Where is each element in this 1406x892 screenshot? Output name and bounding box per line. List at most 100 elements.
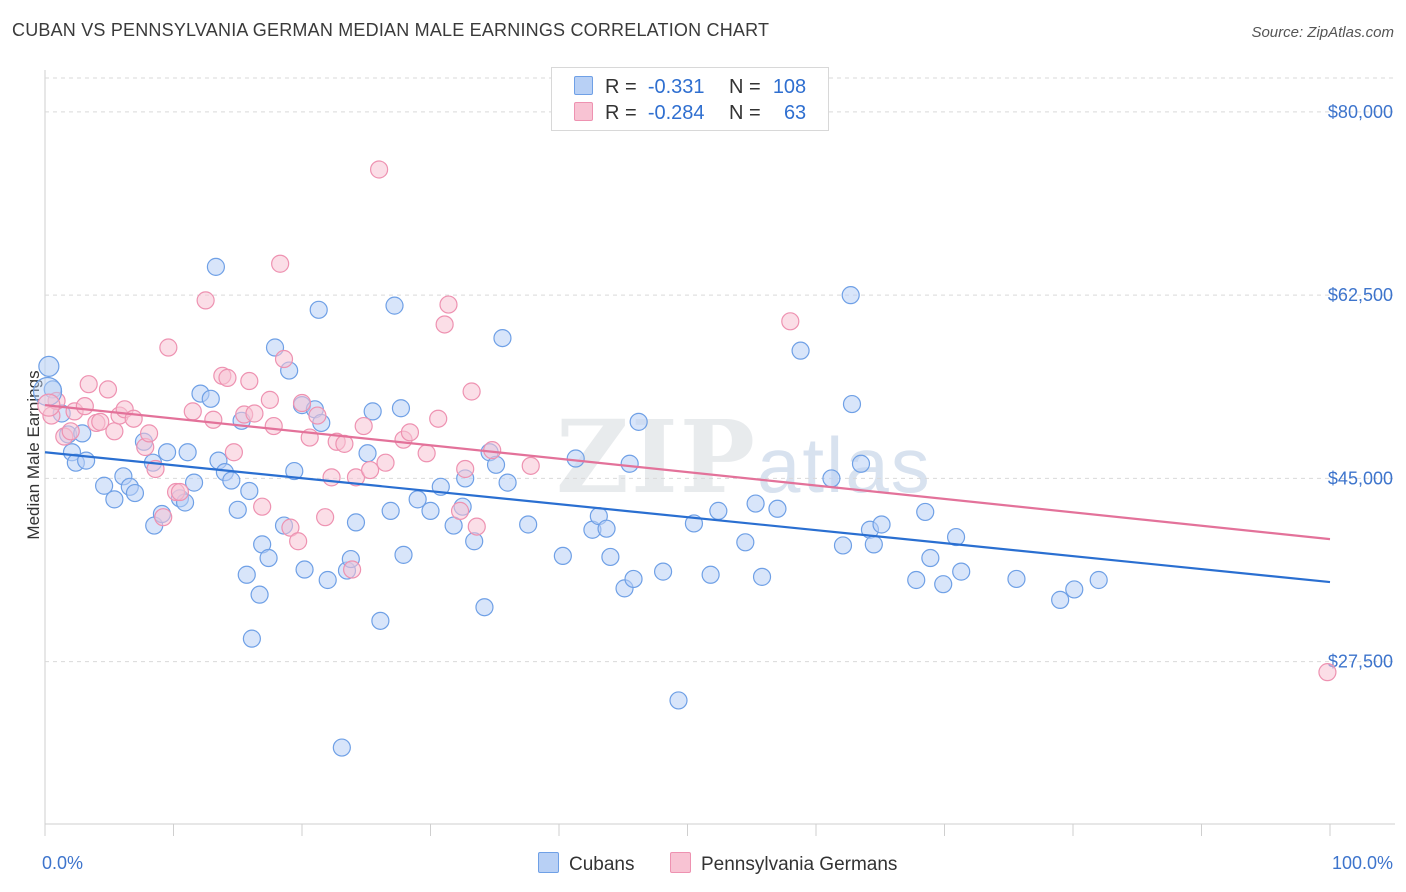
cubans-point — [1051, 590, 1070, 609]
y-tick-label: $27,500 — [1328, 652, 1393, 672]
pennsylvania-germans-point — [781, 312, 800, 331]
cubans-point — [371, 611, 390, 630]
legend-n-value: 63 — [783, 102, 807, 124]
cubans-point — [38, 355, 60, 377]
pennsylvania-germans-point — [264, 416, 283, 436]
cubans-point — [833, 536, 853, 555]
cubans-point — [791, 341, 810, 360]
pennsylvania-germans-point — [154, 508, 173, 527]
cubans-point — [184, 473, 204, 492]
pennsylvania-germans-point — [271, 254, 290, 273]
chart-title: CUBAN VS PENNSYLVANIA GERMAN MEDIAN MALE… — [12, 20, 770, 40]
pennsylvania-germans-point — [400, 423, 420, 442]
cubans-point — [391, 399, 411, 418]
pennsylvania-germans-point — [91, 412, 110, 431]
y-tick-label: $80,000 — [1328, 102, 1393, 122]
pennsylvania-germans-point — [105, 422, 124, 441]
cubans-point — [222, 471, 241, 490]
cubans-point — [597, 519, 616, 538]
pennsylvania-germans-point — [139, 424, 159, 443]
cubans-point — [907, 570, 926, 590]
cubans-point — [285, 461, 304, 481]
pennsylvania-germans-point — [98, 380, 118, 399]
x-tick-label: 0.0% — [42, 853, 83, 873]
pennsylvania-germans-trend-line — [44, 404, 1331, 541]
legend-n-label: N = — [728, 76, 761, 98]
pennsylvania-germans-point — [240, 371, 259, 391]
cubans-point — [601, 547, 620, 567]
pennsylvania-germans-point — [218, 368, 237, 387]
cubans-point — [206, 257, 226, 276]
pennsylvania-germans-point — [322, 468, 341, 487]
y-tick-label: $45,000 — [1328, 468, 1393, 488]
pennsylvania-germans-point — [281, 518, 300, 537]
pennsylvania-germans-point — [79, 375, 98, 394]
cubans-point — [381, 501, 400, 520]
pennsylvania-germans-point — [260, 390, 279, 409]
watermark: ZIPatlas — [556, 398, 932, 516]
pennsylvania-germans-point — [183, 402, 202, 421]
cubans-swatch — [538, 852, 559, 873]
pennsylvania-germans-point — [521, 456, 540, 475]
pennsylvania-germans-point — [417, 444, 436, 463]
cubans-point — [842, 394, 862, 414]
cubans-point — [519, 515, 538, 534]
bottom-legend-label: Cubans — [569, 854, 635, 875]
cubans-point — [916, 502, 935, 522]
pennsylvania-germans-point — [450, 501, 470, 520]
cubans-point — [346, 513, 366, 532]
cubans-point — [709, 501, 728, 520]
cubans-point — [1065, 580, 1084, 599]
cubans-point — [736, 533, 755, 552]
pennsylvania-germans-point — [370, 160, 389, 179]
pennsylvania-germans-point — [354, 416, 373, 436]
legend-r-value: -0.331 — [647, 76, 705, 98]
cubans-point — [934, 575, 953, 594]
pennsylvania-germans-point — [196, 291, 215, 310]
cubans-point — [752, 567, 772, 586]
cubans-point — [1007, 569, 1026, 589]
cubans-point — [240, 481, 259, 501]
pennsylvania-germans-point — [439, 295, 458, 314]
legend-n-label: N = — [728, 102, 761, 124]
cubans-point — [259, 548, 278, 568]
cubans-point — [841, 286, 860, 305]
cubans-point — [358, 444, 377, 463]
cubans-point — [629, 412, 648, 431]
pennsylvania-germans-point — [224, 443, 243, 462]
cubans-point — [295, 560, 314, 579]
cubans-point — [228, 500, 247, 519]
legend-r-label: R = — [605, 76, 637, 98]
cubans-point — [620, 454, 639, 473]
legend-r-label: R = — [605, 102, 637, 124]
cubans-point — [653, 562, 673, 581]
cubans-point — [394, 545, 413, 564]
cubans-point — [1089, 570, 1108, 590]
pennsylvania-germans-point — [467, 517, 486, 536]
x-tick-label: 100.0% — [1332, 853, 1393, 873]
pennsylvania-germans-point — [316, 508, 335, 527]
cubans-point — [385, 296, 404, 315]
cubans-point — [493, 328, 512, 348]
pennsylvania-germans-point — [1318, 663, 1337, 682]
y-tick-label: $62,500 — [1328, 285, 1393, 305]
pennsylvania-germans-point — [61, 422, 80, 441]
pennsylvania-germans-swatch — [670, 852, 691, 873]
cubans-trend-line — [44, 451, 1331, 584]
legend-n-value: 108 — [772, 76, 807, 98]
pennsylvania-germans-point — [343, 560, 362, 579]
cubans-point — [178, 443, 197, 462]
bottom-legend-pennsylvania-germans: Pennsylvania Germans — [670, 852, 897, 876]
pennsylvania-germans-point — [253, 497, 272, 516]
stats-legend: R = -0.331 N = 108 R = -0.284 N = 63 — [551, 67, 829, 131]
pennsylvania-germans-point — [429, 409, 448, 428]
pennsylvania-germans-point — [289, 532, 308, 551]
cubans-point — [746, 494, 765, 513]
cubans-point — [624, 569, 643, 589]
pennsylvania-germans-point — [462, 382, 481, 401]
cubans-point — [95, 476, 114, 495]
bottom-legend-label: Pennsylvania Germans — [701, 854, 898, 875]
source-credit: Source: ZipAtlas.com — [1251, 24, 1394, 41]
cubans-point — [669, 691, 688, 710]
cubans-point — [363, 402, 382, 421]
